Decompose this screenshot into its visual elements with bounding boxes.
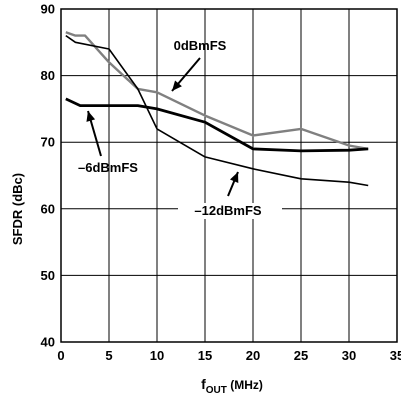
x-tick-labels: 0 5 10 15 20 25 30 35	[57, 348, 401, 363]
annotation-arrowhead-2	[230, 172, 239, 183]
y-axis-title: SFDR (dBc)	[10, 173, 25, 245]
series-line-1	[65, 97, 369, 153]
x-axis-title-unit: (MHz)	[227, 378, 263, 392]
x-axis-title-main: f	[201, 376, 206, 392]
annotation-label-0: 0dBmFS	[174, 38, 227, 53]
y-tick-label: 40	[41, 335, 55, 350]
series-lines	[65, 31, 369, 187]
x-tick-label: 25	[294, 348, 308, 363]
x-tick-label: 35	[390, 348, 401, 363]
x-tick-label: 0	[57, 348, 64, 363]
annotation-label-1: –6dBmFS	[78, 160, 138, 175]
annotation-arrowhead-0	[172, 80, 182, 91]
annotation-backdrop	[178, 203, 282, 219]
x-tick-label: 5	[105, 348, 112, 363]
y-tick-labels: 40 50 60 70 80 90	[41, 2, 55, 350]
grid	[61, 9, 397, 342]
y-tick-label: 60	[41, 201, 55, 216]
annotations: 0dBmFS –6dBmFS –12dBmFS	[78, 38, 282, 219]
y-tick-label: 50	[41, 268, 55, 283]
x-tick-label: 30	[342, 348, 356, 363]
x-tick-label: 15	[198, 348, 212, 363]
y-tick-label: 90	[41, 2, 55, 17]
x-axis-title: fOUT (MHz)	[201, 376, 263, 396]
series-line-0	[65, 31, 369, 151]
x-tick-label: 20	[246, 348, 260, 363]
y-tick-label: 70	[41, 135, 55, 150]
series-line-2	[65, 34, 369, 187]
plot-frame	[60, 8, 398, 343]
annotation-label-2: –12dBmFS	[194, 203, 262, 218]
x-axis-title-sub: OUT	[206, 385, 227, 396]
y-tick-label: 80	[41, 68, 55, 83]
annotation-arrowhead-1	[86, 111, 96, 122]
x-tick-label: 10	[150, 348, 164, 363]
